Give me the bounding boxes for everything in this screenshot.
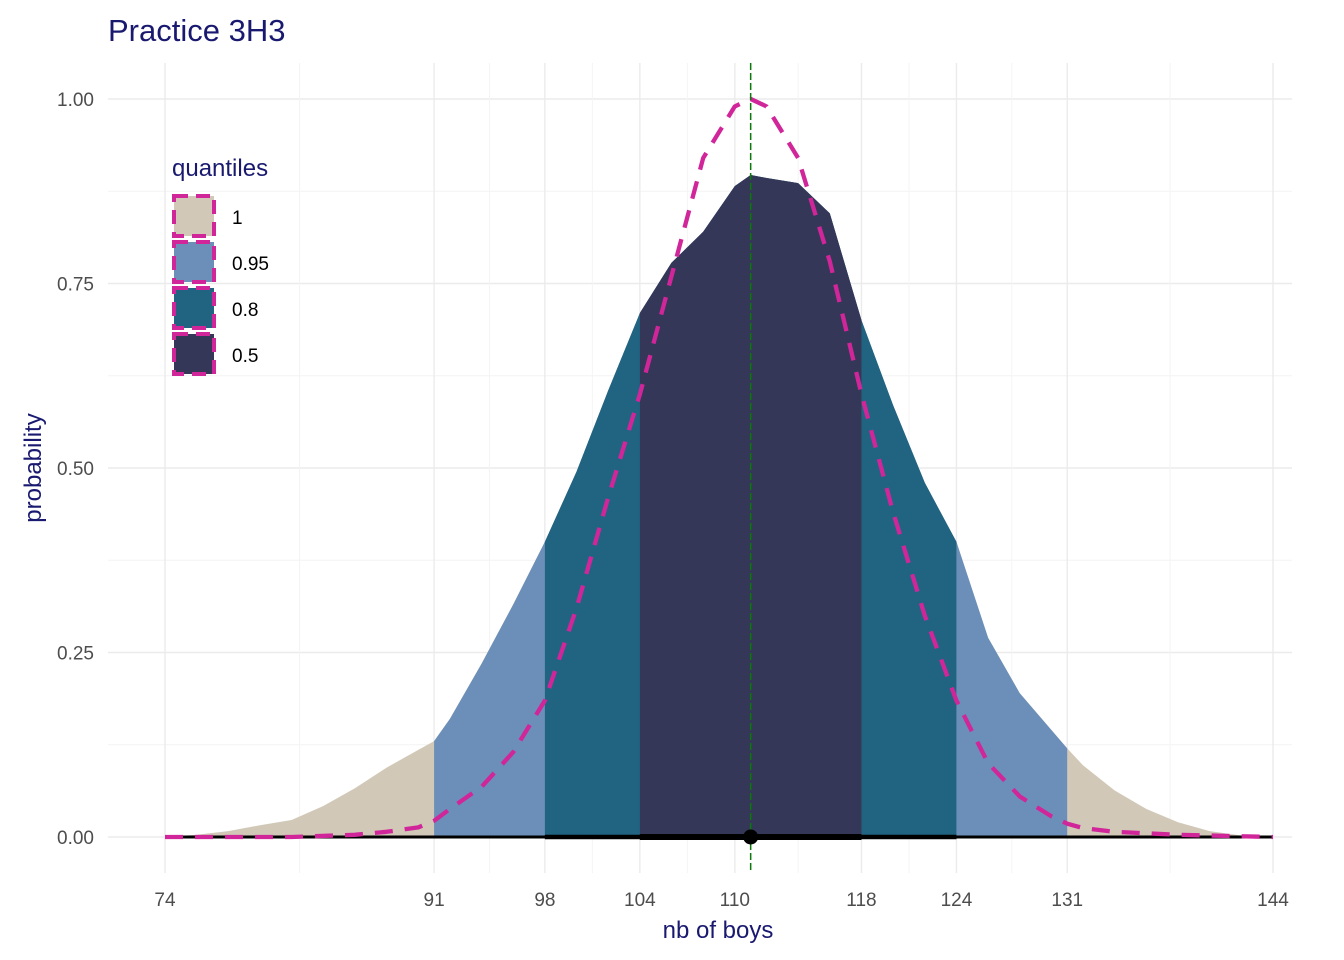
legend-key — [172, 194, 216, 238]
legend-key — [172, 240, 216, 284]
y-tick-label: 0.00 — [57, 828, 94, 849]
y-axis-ticks: 0.00 0.25 0.50 0.75 1.00 — [57, 90, 94, 849]
y-tick-label: 1.00 — [57, 90, 94, 111]
y-tick-label: 0.25 — [57, 644, 94, 665]
legend-key — [172, 286, 216, 330]
x-axis-title: nb of boys — [663, 917, 774, 944]
x-tick-label: 91 — [424, 890, 445, 911]
point-estimate — [743, 829, 759, 845]
legend-item-label: 0.95 — [232, 254, 269, 275]
legend: quantiles 1 0.95 0.8 0.5 — [172, 155, 269, 376]
legend-item-label: 1 — [232, 208, 243, 229]
overlay-marks — [165, 63, 1274, 873]
x-tick-label: 98 — [534, 890, 555, 911]
legend-title: quantiles — [172, 155, 268, 182]
legend-item-label: 0.5 — [232, 346, 258, 367]
x-tick-label: 104 — [624, 890, 656, 911]
x-axis-ticks: 74 91 98 104 110 118 124 131 144 — [154, 890, 1289, 911]
x-tick-label: 124 — [941, 890, 973, 911]
x-tick-label: 131 — [1051, 890, 1083, 911]
x-tick-label: 110 — [720, 890, 750, 911]
legend-key — [172, 332, 216, 376]
x-tick-label: 74 — [154, 890, 176, 911]
x-tick-label: 144 — [1257, 890, 1289, 911]
reference-density-line — [165, 96, 1274, 840]
legend-item-label: 0.8 — [232, 300, 258, 321]
x-tick-label: 118 — [846, 890, 876, 911]
y-tick-label: 0.75 — [57, 275, 94, 296]
y-axis-title: probability — [20, 413, 47, 522]
y-tick-label: 0.50 — [57, 459, 94, 480]
density-areas — [165, 175, 1273, 837]
chart-title: Practice 3H3 — [108, 13, 285, 48]
